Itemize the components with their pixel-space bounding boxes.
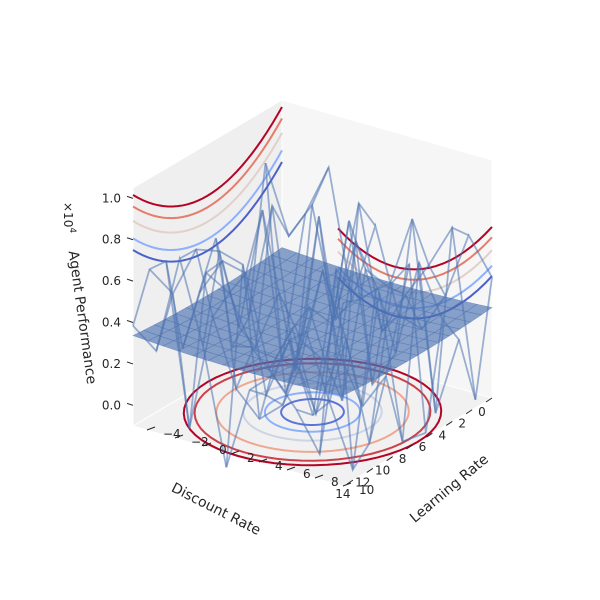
x-axis-label: Learning Rate	[407, 452, 492, 527]
z-tick-label: 0.0	[102, 398, 121, 412]
back-contour-line	[132, 118, 283, 220]
y-tick-mark	[406, 444, 413, 450]
x-tick-mark	[342, 482, 352, 487]
z-tick-mark	[126, 361, 134, 365]
x-tick-label: 8	[331, 475, 339, 489]
y-tick-mark	[386, 456, 393, 462]
x-tick-mark	[314, 474, 324, 479]
z-tick-label: 0.8	[102, 233, 121, 247]
noisy-wireframe	[132, 162, 493, 473]
wireframe-line	[148, 248, 361, 416]
y-tick-label: 10	[375, 464, 390, 478]
x-tick-label: 6	[303, 467, 311, 481]
y-tick-mark	[366, 467, 374, 473]
z-tick-mark	[126, 320, 134, 323]
floor-contour-line	[182, 357, 443, 467]
z-tick-label: 0.2	[102, 357, 121, 371]
y-tick-label: 4	[438, 428, 446, 442]
y-tick-label: 2	[458, 417, 466, 431]
x-tick-mark	[286, 466, 296, 471]
z-tick-mark	[126, 195, 134, 199]
floor-contour-line	[193, 362, 432, 462]
y-tick-label: 6	[419, 440, 427, 454]
x-tick-label: 4	[275, 459, 283, 473]
wireframe-line	[179, 166, 330, 372]
z-tick-mark	[126, 278, 134, 282]
back-contour-line	[132, 132, 283, 234]
back-contour-line	[132, 149, 283, 251]
floor-contour-line	[215, 371, 410, 453]
x-tick-mark	[174, 434, 184, 439]
x-tick-mark	[146, 426, 156, 431]
z-tick-label: 0.4	[102, 316, 121, 330]
y-tick-label: 0	[478, 405, 486, 419]
z-tick-label: 0.6	[102, 274, 121, 288]
y-axis-label: Discount Rate	[169, 480, 264, 539]
x-tick-label: 10	[359, 483, 374, 497]
wireframe-line	[214, 209, 427, 443]
y-tick-label: 12	[355, 475, 370, 489]
x-tick-label: 2	[247, 451, 255, 465]
wireframe-line	[132, 254, 344, 468]
x-tick-label: 0	[219, 443, 227, 457]
z-axis-multiplier: ×104	[61, 202, 77, 233]
wireframe-line	[181, 267, 394, 444]
wireframe-line	[342, 262, 493, 434]
side-contour-line	[337, 226, 493, 271]
z-tick-mark	[126, 402, 134, 406]
wireframe-line	[264, 162, 477, 400]
wireframe-line	[248, 205, 460, 414]
y-tick-mark	[426, 432, 433, 438]
y-tick-mark	[465, 409, 473, 415]
wireframe-line	[296, 218, 447, 417]
x-tick-mark	[202, 442, 212, 447]
y-tick-label: 8	[399, 452, 407, 466]
y-tick-label: 14	[335, 487, 350, 501]
z-axis-label: Agent Performance	[65, 250, 100, 386]
floor-contour-line	[280, 398, 345, 426]
y-tick-mark	[485, 397, 493, 403]
z-tick-mark	[126, 237, 134, 241]
wireframe-line	[272, 241, 423, 385]
x-tick-label: −4	[163, 427, 181, 441]
back-contour-line	[132, 106, 283, 208]
x-tick-label: −2	[191, 435, 209, 449]
wireframe-line	[198, 259, 411, 417]
x-tick-mark	[258, 458, 268, 463]
floor-contour-projection	[182, 357, 443, 467]
x-tick-mark	[230, 450, 240, 455]
wireframe-line	[165, 261, 378, 470]
y-tick-mark	[346, 479, 354, 485]
z-tick-label: 1.0	[102, 191, 121, 205]
y-tick-mark	[445, 421, 453, 426]
